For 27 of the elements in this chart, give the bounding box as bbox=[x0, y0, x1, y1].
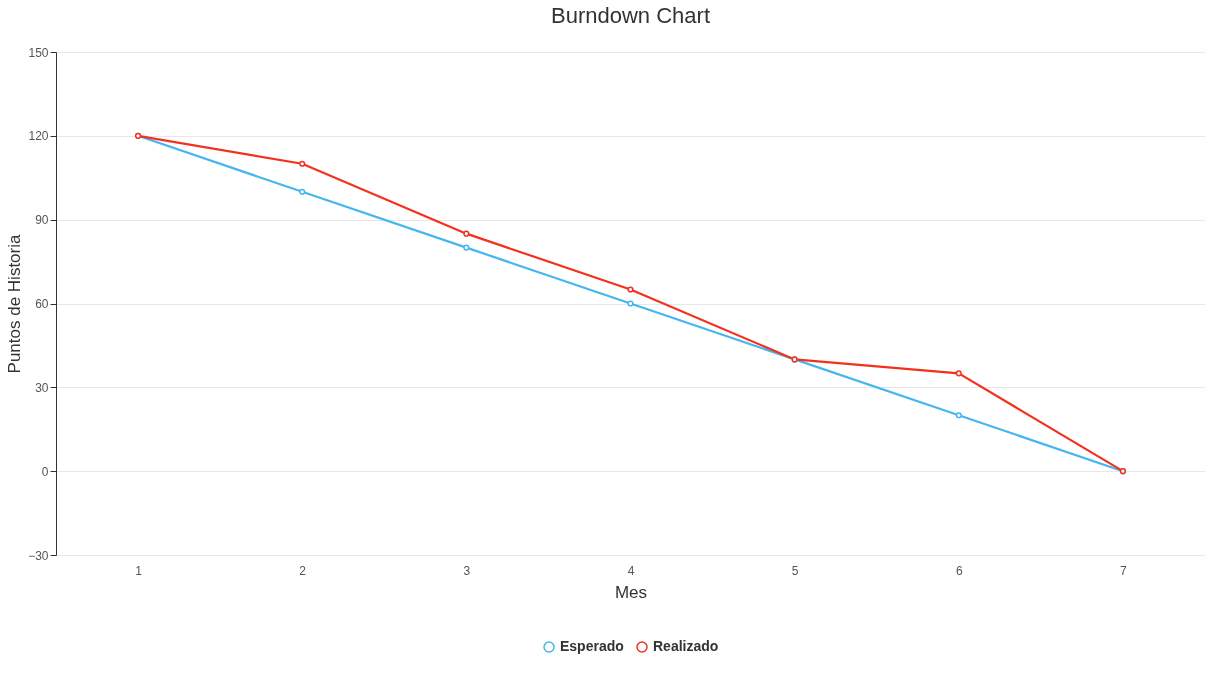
x-tick-label: 5 bbox=[791, 563, 799, 578]
point bbox=[627, 286, 634, 293]
point bbox=[955, 370, 962, 377]
point bbox=[299, 160, 306, 167]
point bbox=[463, 230, 470, 237]
y-tick-label: 30 bbox=[35, 380, 49, 395]
x-tick-label: 2 bbox=[299, 563, 307, 578]
x-axis-title: Mes bbox=[614, 582, 648, 602]
point bbox=[463, 244, 470, 251]
y-tick-label: 60 bbox=[35, 297, 49, 311]
x-tick-label: 6 bbox=[955, 563, 963, 578]
y-tick-label: 150 bbox=[28, 45, 49, 60]
y-tick-label: 0 bbox=[41, 464, 49, 479]
chart-title: Burndown Chart bbox=[551, 3, 710, 28]
x-tick-label: 7 bbox=[1120, 563, 1128, 578]
x-tick-label: 4 bbox=[627, 563, 635, 578]
x-tick-label: 3 bbox=[463, 563, 471, 578]
y-tick-label: −30 bbox=[28, 548, 49, 563]
legend-label: Realizado bbox=[653, 638, 719, 654]
x-tick-label: 1 bbox=[135, 563, 143, 578]
point bbox=[299, 188, 306, 195]
legend-label: Esperado bbox=[560, 638, 624, 654]
point bbox=[955, 412, 962, 419]
y-tick-label: 90 bbox=[35, 213, 49, 228]
y-tick-label: 120 bbox=[28, 129, 49, 144]
y-axis-title: Puntos de Historia bbox=[5, 234, 25, 374]
point bbox=[627, 300, 634, 307]
